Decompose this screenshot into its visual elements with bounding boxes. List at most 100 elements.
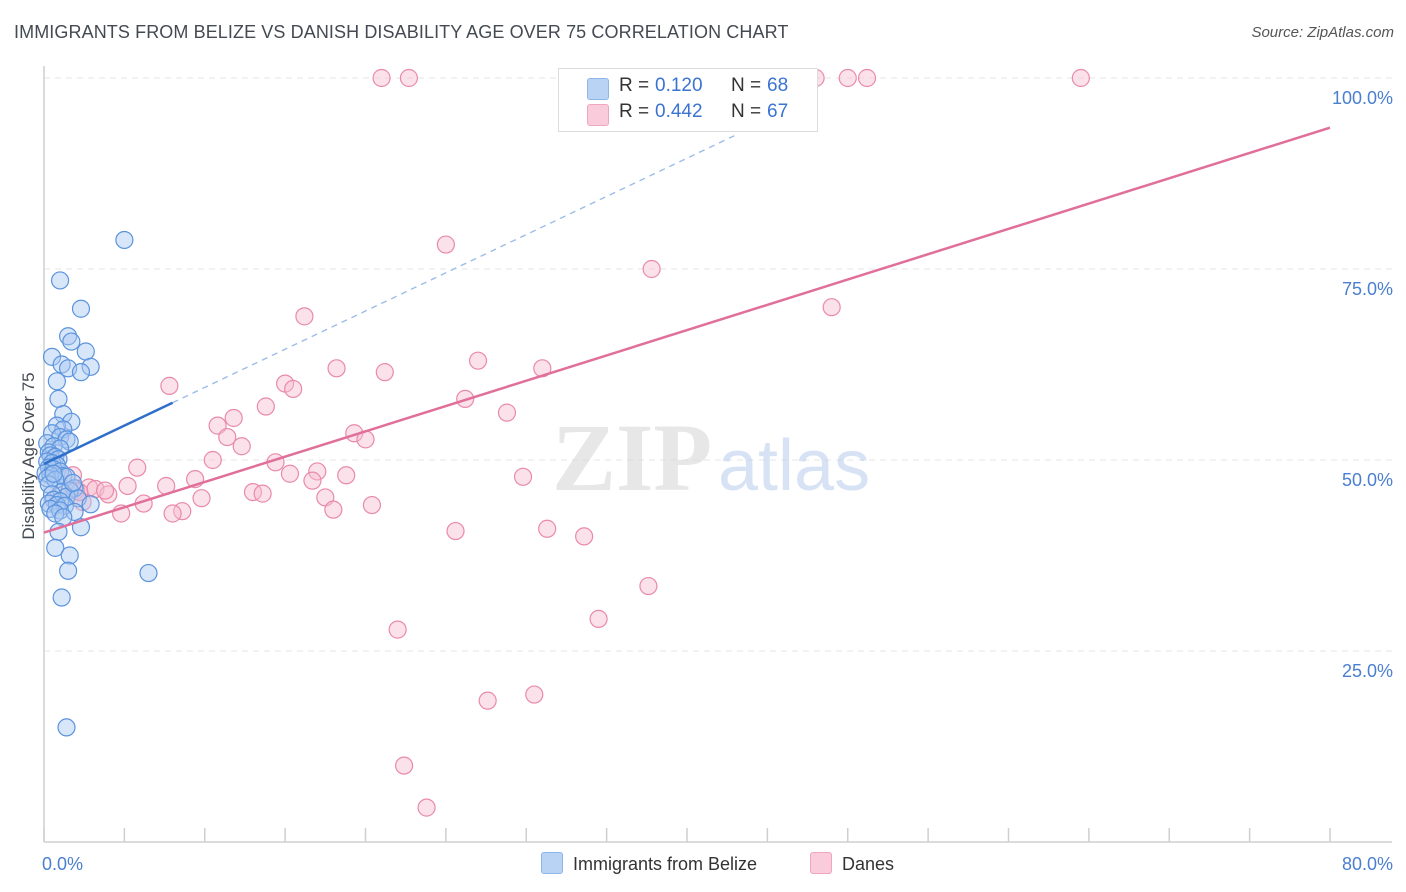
- belize-point: [115, 230, 134, 250]
- belize-point: [42, 347, 62, 366]
- danes-point: [303, 471, 322, 490]
- belize-point: [71, 363, 91, 382]
- danes-point: [192, 489, 211, 508]
- chart-title: IMMIGRANTS FROM BELIZE VS DANISH DISABIL…: [14, 22, 789, 42]
- danes-point: [589, 609, 608, 629]
- danes-point: [232, 437, 251, 456]
- belize-point: [50, 271, 70, 290]
- watermark-zip: ZIP: [552, 404, 712, 511]
- belize-point: [59, 327, 78, 346]
- danes-point: [337, 466, 356, 485]
- danes-point: [446, 521, 465, 541]
- belize-point: [65, 502, 84, 522]
- legend-r-value: 0.120: [655, 75, 703, 96]
- danes-point: [160, 376, 179, 395]
- danes-point: [284, 379, 303, 399]
- y-tick-label: 50.0%: [1342, 470, 1393, 490]
- danes-point: [822, 298, 841, 317]
- belize-point: [49, 389, 68, 408]
- stats-legend: R = 0.120 N = 68 R = 0.442 N = 67: [558, 68, 818, 132]
- bottom-legend-label-danes: Danes: [842, 854, 895, 874]
- trend-lines: [43, 126, 1331, 534]
- belize-point: [52, 588, 71, 607]
- belize-point: [81, 495, 100, 514]
- belize-point: [81, 357, 100, 376]
- watermark-atlas: atlas: [718, 426, 870, 506]
- legend-n-value: 68: [767, 75, 789, 96]
- danes-point: [218, 427, 237, 447]
- danes-point: [525, 685, 544, 704]
- danes-point: [436, 235, 455, 254]
- belize-trend-extension: [172, 134, 736, 404]
- danes-point: [388, 620, 407, 639]
- danes-point: [642, 259, 661, 279]
- danes-point: [399, 68, 419, 88]
- danes-point: [280, 464, 300, 483]
- danes-point: [538, 519, 557, 538]
- danes-point: [256, 397, 275, 416]
- danes-point: [308, 462, 327, 481]
- danes-point: [327, 359, 346, 378]
- legend-swatch-danes: [587, 104, 609, 126]
- source-label[interactable]: Source: ZipAtlas.com: [1251, 24, 1394, 41]
- legend-n-label: N =: [731, 75, 762, 96]
- danes-point: [163, 504, 182, 523]
- bottom-legend-belize[interactable]: Immigrants from Belize: [541, 852, 757, 875]
- danes-point: [394, 756, 414, 775]
- danes-points: [49, 68, 1090, 817]
- danes-point: [639, 576, 658, 596]
- bottom-legend-label-belize: Immigrants from Belize: [573, 854, 758, 874]
- belize-point: [60, 546, 79, 565]
- danes-point: [95, 481, 115, 500]
- bottom-legend-swatch-belize: [541, 852, 563, 874]
- legend-r-label: R =: [619, 101, 650, 122]
- legend-n-label: N =: [731, 101, 762, 122]
- danes-point: [513, 467, 533, 486]
- legend-r-value: 0.442: [655, 101, 703, 122]
- danes-point: [203, 450, 222, 470]
- belize-point: [63, 473, 83, 493]
- y-axis-label: Disability Age Over 75: [19, 372, 38, 539]
- belize-point: [62, 332, 81, 351]
- grid-lines: [44, 77, 1392, 652]
- danes-point: [478, 691, 497, 710]
- bottom-legend-swatch-danes: [810, 852, 832, 874]
- belize-point: [44, 464, 63, 483]
- danes-point: [324, 500, 343, 519]
- tick-labels: 25.0% 50.0% 75.0% 100.0% 0.0% 80.0%: [42, 88, 1393, 874]
- danes-point: [838, 68, 857, 88]
- danes-point: [253, 484, 272, 503]
- danes-trend-line: [43, 126, 1331, 534]
- x-tick-label: 80.0%: [1342, 854, 1393, 874]
- danes-point: [468, 351, 488, 370]
- x-tick-label: 0.0%: [42, 854, 83, 874]
- belize-point: [76, 342, 95, 361]
- belize-point: [71, 299, 91, 318]
- danes-point: [575, 527, 594, 546]
- danes-point: [857, 68, 877, 88]
- y-tick-label: 25.0%: [1342, 661, 1393, 681]
- bottom-legend-danes[interactable]: Danes: [810, 852, 894, 875]
- belize-point: [47, 372, 66, 391]
- danes-point: [497, 403, 517, 422]
- danes-point: [1071, 68, 1090, 88]
- belize-trend-line: [43, 401, 174, 465]
- legend-n-value: 67: [767, 101, 789, 122]
- legend-swatch-belize: [587, 78, 609, 100]
- belize-point: [139, 563, 158, 583]
- belize-point: [57, 718, 76, 737]
- danes-point: [372, 68, 391, 88]
- y-tick-label: 100.0%: [1332, 88, 1393, 108]
- y-tick-label: 75.0%: [1342, 279, 1393, 299]
- legend-r-label: R =: [619, 75, 650, 96]
- danes-point: [295, 307, 314, 326]
- belize-points: [36, 230, 158, 737]
- danes-point: [417, 798, 436, 817]
- danes-point: [128, 458, 147, 477]
- belize-point: [46, 538, 65, 557]
- danes-point: [375, 363, 394, 382]
- danes-point: [224, 408, 243, 428]
- belize-point: [59, 561, 78, 580]
- danes-point: [118, 476, 137, 496]
